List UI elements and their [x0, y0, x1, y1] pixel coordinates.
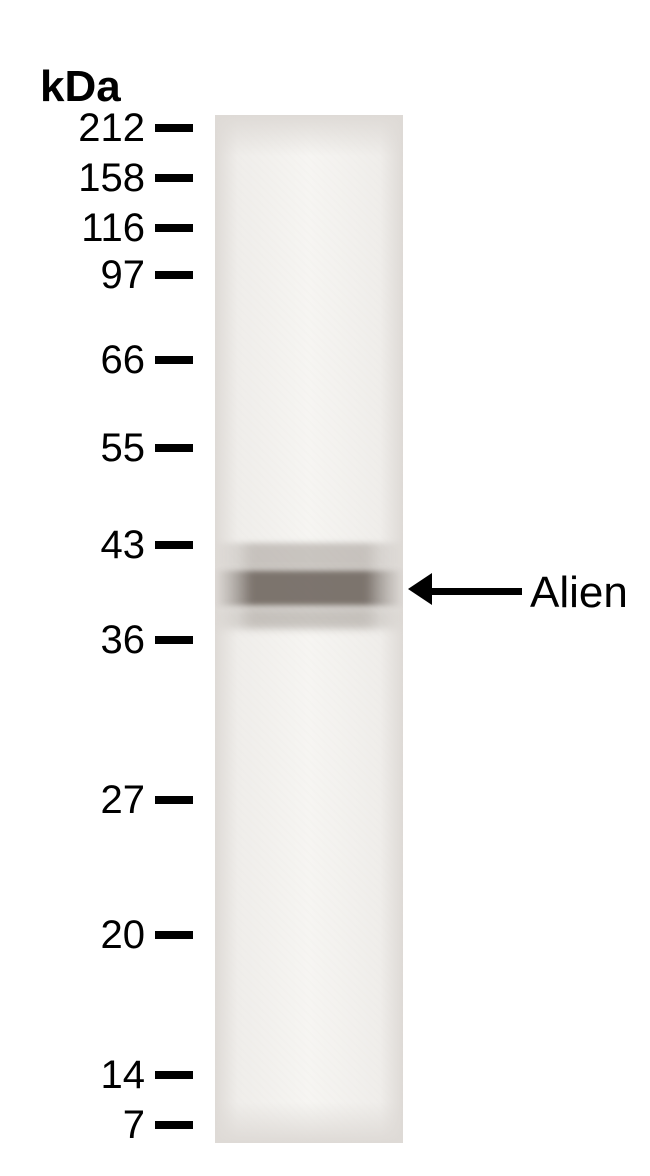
marker-label-55: 55 [101, 426, 146, 471]
annotation-arrow-head [408, 573, 432, 605]
marker-tick-43 [155, 541, 193, 549]
marker-tick-158 [155, 174, 193, 182]
marker-tick-7 [155, 1121, 193, 1129]
marker-tick-97 [155, 271, 193, 279]
annotation-text: Alien [530, 568, 628, 618]
marker-label-27: 27 [101, 778, 146, 823]
marker-label-66: 66 [101, 338, 146, 383]
marker-label-43: 43 [101, 523, 146, 568]
marker-label-158: 158 [78, 156, 145, 201]
y-axis-title: kDa [40, 62, 121, 112]
marker-label-7: 7 [123, 1103, 145, 1148]
marker-label-14: 14 [101, 1053, 146, 1098]
marker-label-36: 36 [101, 618, 146, 663]
marker-tick-116 [155, 224, 193, 232]
marker-tick-20 [155, 931, 193, 939]
marker-tick-27 [155, 796, 193, 804]
marker-tick-14 [155, 1071, 193, 1079]
annotation-arrow-shaft [428, 588, 522, 595]
blot-lane [215, 115, 403, 1143]
lane-shade [215, 115, 403, 1143]
marker-tick-36 [155, 636, 193, 644]
band-1 [215, 570, 403, 606]
marker-tick-55 [155, 444, 193, 452]
marker-label-20: 20 [101, 913, 146, 958]
marker-tick-212 [155, 124, 193, 132]
marker-label-116: 116 [81, 206, 145, 251]
marker-label-97: 97 [101, 253, 146, 298]
band-0 [215, 543, 403, 569]
marker-label-212: 212 [78, 106, 145, 151]
marker-tick-66 [155, 356, 193, 364]
band-2 [215, 607, 403, 629]
